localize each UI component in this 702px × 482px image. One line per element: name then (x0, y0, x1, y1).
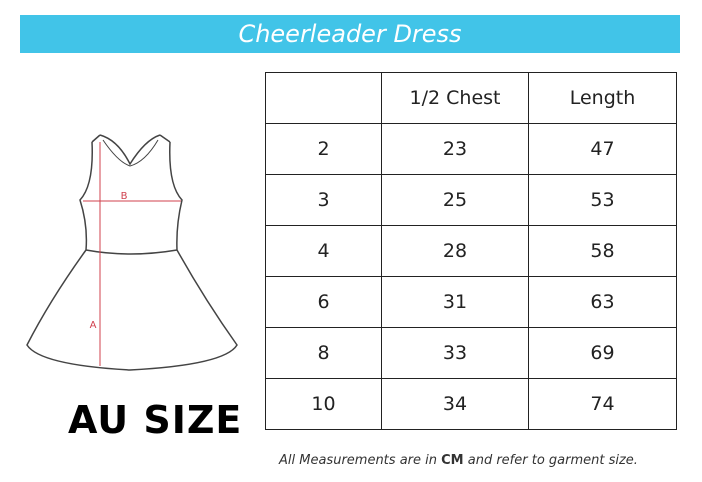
region-label: AU SIZE (68, 398, 243, 442)
table-row: 4 28 58 (265, 225, 677, 277)
header-cell (265, 72, 382, 124)
table-cell: 3 (265, 174, 382, 226)
table-cell: 2 (265, 123, 382, 175)
table-cell: 6 (265, 276, 382, 328)
header-cell: Length (528, 72, 677, 124)
header-cell: 1/2 Chest (381, 72, 529, 124)
table-cell: 74 (528, 378, 677, 430)
label-b: B (121, 191, 128, 202)
size-table: 1/2 Chest Length 2 23 47 3 25 53 4 28 58 6 31 63 8 33… (265, 72, 677, 430)
table-cell: 33 (381, 327, 529, 379)
title-banner: Cheerleader Dress (20, 15, 680, 53)
note-text: and refer to garment size. (463, 453, 638, 468)
table-cell: 4 (265, 225, 382, 277)
table-cell: 28 (381, 225, 529, 277)
table-cell: 47 (528, 123, 677, 175)
table-cell: 53 (528, 174, 677, 226)
note-text: All Measurements are in (279, 453, 442, 468)
table-cell: 63 (528, 276, 677, 328)
header-row: 1/2 Chest Length (265, 72, 677, 124)
table-cell: 58 (528, 225, 677, 277)
table-row: 10 34 74 (265, 378, 677, 430)
table-cell: 69 (528, 327, 677, 379)
table-cell: 10 (265, 378, 382, 430)
note-unit: CM (441, 453, 464, 468)
table-cell: 25 (381, 174, 529, 226)
table-row: 3 25 53 (265, 174, 677, 226)
label-a: A (90, 320, 97, 331)
table-row: 2 23 47 (265, 123, 677, 175)
table-cell: 34 (381, 378, 529, 430)
table-row: 8 33 69 (265, 327, 677, 379)
table-cell: 31 (381, 276, 529, 328)
table-cell: 8 (265, 327, 382, 379)
table-cell: 23 (381, 123, 529, 175)
measurement-note: All Measurements are in CM and refer to … (279, 453, 638, 468)
dress-diagram: B A (26, 134, 238, 371)
table-row: 6 31 63 (265, 276, 677, 328)
